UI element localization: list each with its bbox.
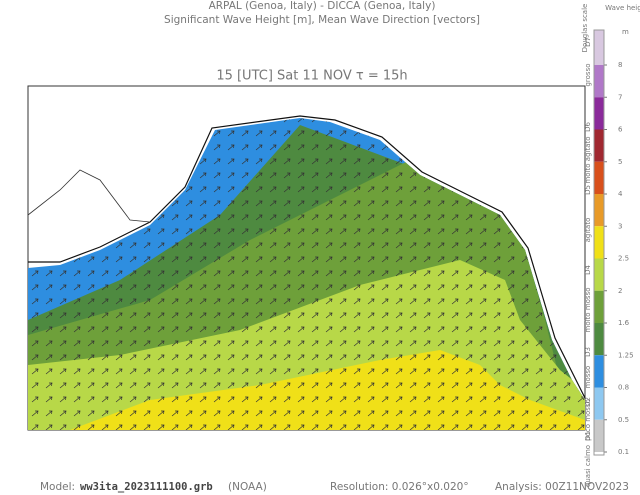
subtitle: 15 [UTC] Sat 11 NOV τ = 15h <box>216 69 407 84</box>
legend-band <box>594 129 604 162</box>
legend-band <box>594 194 604 227</box>
legend-tick-label: 0.8 <box>618 384 629 392</box>
legend-tick-label: 2 <box>618 287 622 295</box>
coastline <box>28 115 586 399</box>
legend-tick-label: 7 <box>618 93 622 101</box>
legend-tick-label: 0.1 <box>618 448 629 456</box>
legend-tick-label: 0.5 <box>618 416 629 424</box>
legend-band <box>594 290 604 323</box>
douglas-level: D1 <box>584 431 592 441</box>
douglas-description: quasi calmo <box>584 445 592 487</box>
footer-model: ww3ita_2023111100.grb <box>80 481 213 493</box>
header-line2: Significant Wave Height [m], Mean Wave D… <box>164 14 480 26</box>
legend-tick-label: 1.25 <box>618 351 634 359</box>
legend-band <box>594 97 604 130</box>
douglas-description: mosso <box>584 366 592 389</box>
footer-model-label: Model: <box>40 481 75 493</box>
legend-tick-label: 1.6 <box>618 319 630 327</box>
douglas-description: molto agitato <box>584 136 592 183</box>
douglas-level: D2 <box>584 397 592 407</box>
legend-tick-label: 6 <box>618 126 623 134</box>
legend-band <box>594 419 604 452</box>
footer-analysis: Analysis: 00Z11NOV2023 <box>495 481 629 493</box>
legend-tick-label: 3 <box>618 222 622 230</box>
douglas-level: D4 <box>584 265 592 275</box>
header-line1: ARPAL (Genoa, Italy) - DICCA (Genoa, Ita… <box>209 0 436 12</box>
legend-unit: m <box>622 28 629 36</box>
douglas-level: D3 <box>584 347 592 357</box>
legend-tick-label: 8 <box>618 61 622 69</box>
legend-band <box>594 387 604 420</box>
legend-band <box>594 30 604 65</box>
douglas-description: poco mosso <box>584 399 592 441</box>
legend-band <box>594 226 604 259</box>
legend-band <box>594 258 604 291</box>
legend-tick-label: 4 <box>618 190 623 198</box>
douglas-description: grosso <box>584 63 592 86</box>
legend-tick-label: 5 <box>618 158 622 166</box>
footer-source: (NOAA) <box>228 481 267 493</box>
footer-resolution: Resolution: 0.026°x0.020° <box>330 481 469 493</box>
douglas-description: agitato <box>584 218 592 243</box>
legend-band <box>594 65 604 98</box>
legend: 8 7 6 5 4 3 2.5 2 1.6 1.25 0.8 0.5 0.1 D7 D6 D5 D4 D3 D2 D1… <box>584 29 634 487</box>
legend-tick-label: 2.5 <box>618 255 629 263</box>
legend-title: Wave height <box>605 4 640 12</box>
douglas-description: molto mosso <box>584 288 592 333</box>
legend-band <box>594 323 604 356</box>
douglas-level: D6 <box>584 122 592 132</box>
legend-band <box>594 355 604 388</box>
douglas-level: D7 <box>584 37 592 47</box>
douglas-title: Douglas scale <box>581 4 589 53</box>
borders <box>27 169 151 223</box>
douglas-level: D5 <box>584 185 592 195</box>
legend-band <box>594 161 604 194</box>
legend-frame <box>593 29 605 456</box>
